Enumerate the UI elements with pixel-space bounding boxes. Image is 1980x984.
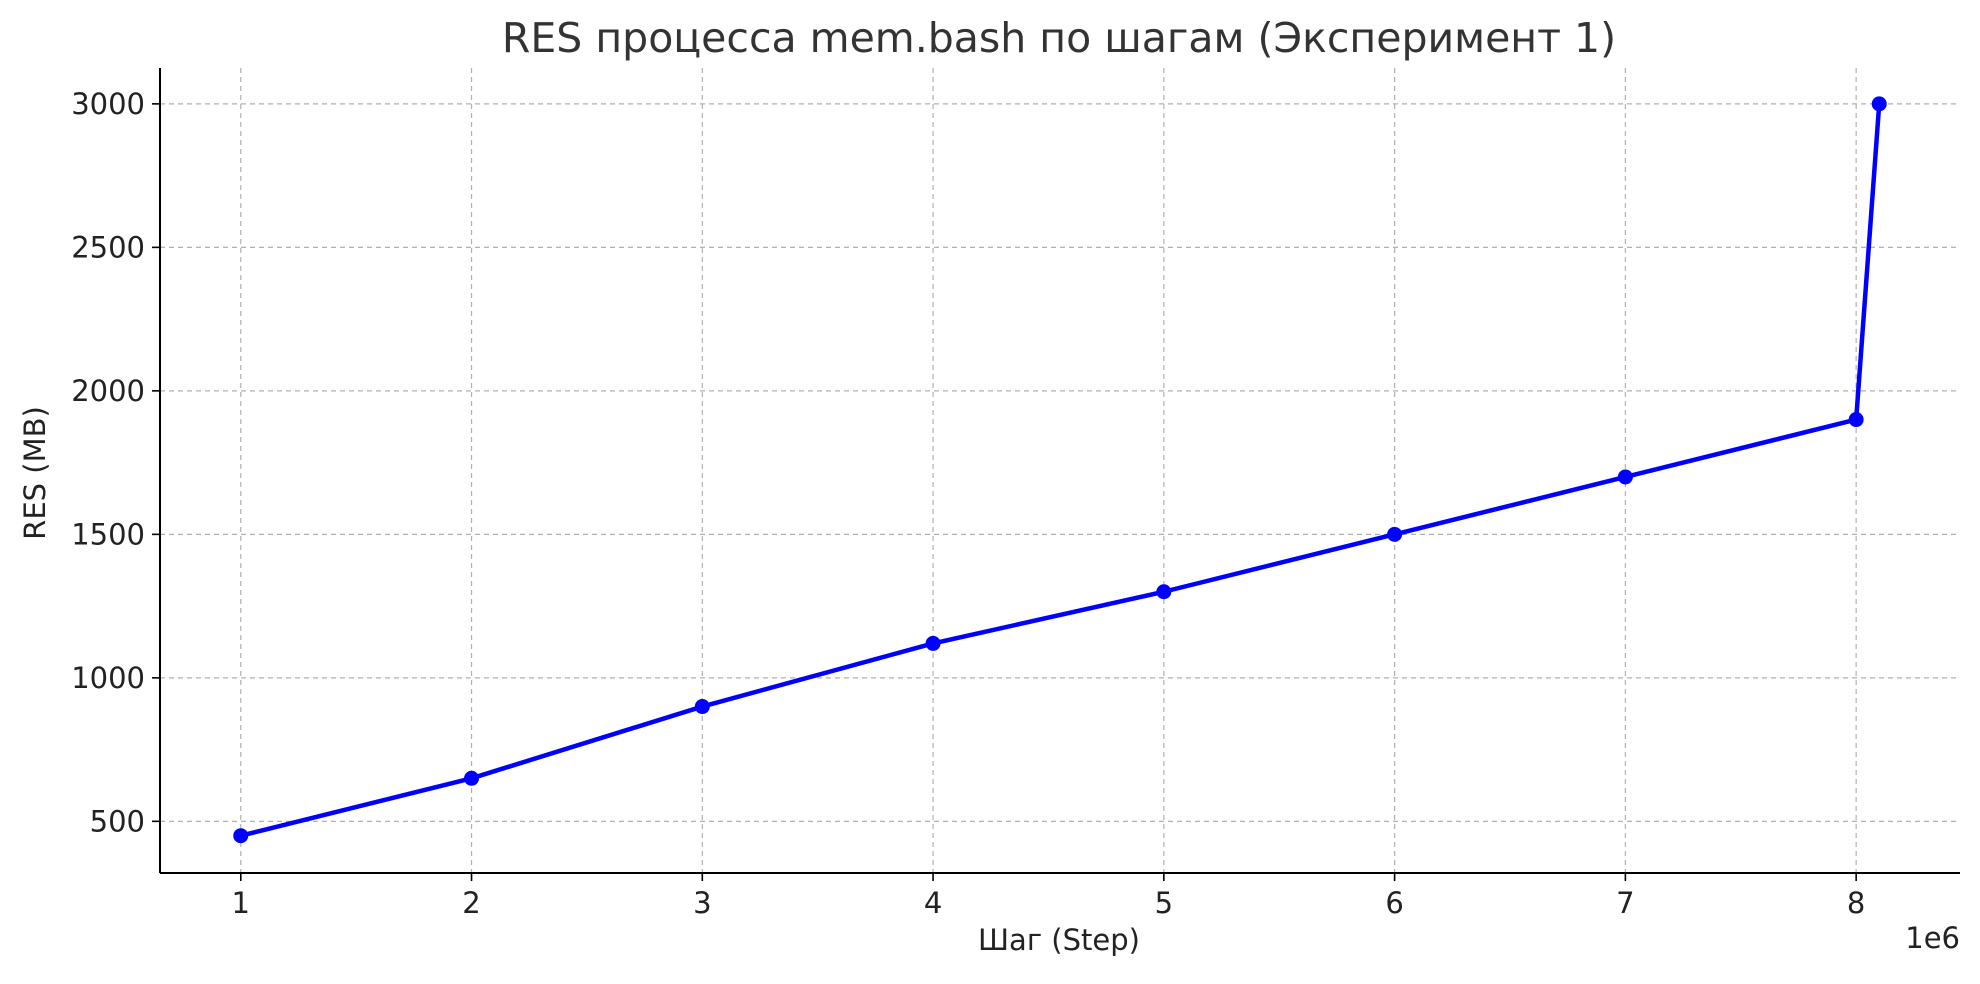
- y-axis-title: RES (MB): [18, 406, 52, 540]
- data-point: [1387, 526, 1403, 542]
- data-point: [233, 828, 249, 844]
- data-point: [1156, 584, 1172, 600]
- series: [233, 96, 1887, 844]
- grid: [160, 68, 1960, 873]
- y-tick-label: 1500: [71, 517, 145, 551]
- data-point: [1848, 412, 1864, 428]
- x-tick-label: 5: [1155, 886, 1173, 920]
- x-tick-label: 1: [232, 886, 250, 920]
- x-tick-label: 8: [1847, 886, 1865, 920]
- series-line: [238, 101, 1882, 838]
- y-tick-label: 500: [90, 804, 145, 838]
- x-axis-title: Шаг (Step): [978, 923, 1140, 957]
- axes: [159, 68, 1960, 874]
- y-tick-label: 3000: [71, 87, 145, 121]
- y-tick-label: 2500: [71, 230, 145, 264]
- x-tick-label: 3: [693, 886, 711, 920]
- data-point: [464, 770, 480, 786]
- y-tick-label: 2000: [71, 374, 145, 408]
- x-tick-label: 4: [924, 886, 942, 920]
- data-point: [1617, 469, 1633, 485]
- chart-title: RES процесса mem.bash по шагам (Эксперим…: [502, 14, 1616, 62]
- x-tick-label: 7: [1616, 886, 1634, 920]
- data-point: [925, 635, 941, 651]
- x-axis-offset-label: 1e6: [1905, 921, 1960, 955]
- ticks: 1 2 3 4 5 6 7 8 500 1000 1500 2000 2500 3000: [71, 87, 1865, 920]
- data-point: [694, 699, 710, 715]
- data-point: [1871, 96, 1887, 112]
- x-tick-label: 2: [462, 886, 480, 920]
- y-tick-label: 1000: [71, 661, 145, 695]
- x-tick-label: 6: [1385, 886, 1403, 920]
